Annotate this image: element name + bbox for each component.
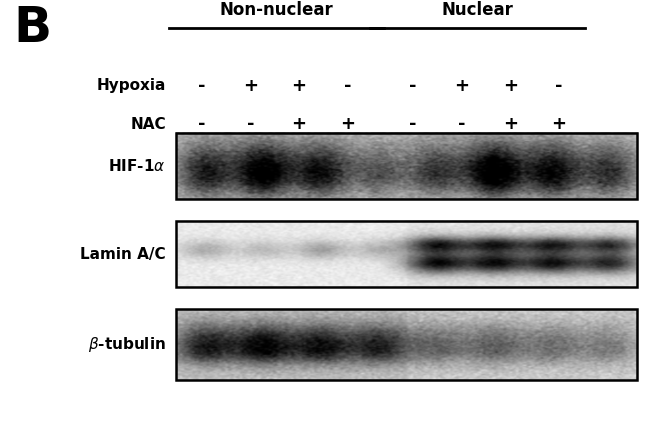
Text: B: B: [13, 4, 51, 52]
Text: -: -: [555, 77, 563, 95]
Text: -: -: [246, 115, 254, 133]
Text: -: -: [198, 115, 205, 133]
Text: +: +: [242, 77, 258, 95]
Text: +: +: [502, 77, 518, 95]
Text: +: +: [551, 115, 567, 133]
Text: Non-nuclear: Non-nuclear: [220, 1, 333, 19]
Text: -: -: [409, 115, 417, 133]
Text: +: +: [291, 77, 307, 95]
Text: Nuclear: Nuclear: [442, 1, 514, 19]
Bar: [176, 221, 637, 287]
Text: Lamin A/C: Lamin A/C: [80, 247, 166, 262]
Text: +: +: [291, 115, 307, 133]
Text: +: +: [502, 115, 518, 133]
Text: -: -: [458, 115, 465, 133]
Text: -: -: [344, 77, 352, 95]
Text: HIF-1$\alpha$: HIF-1$\alpha$: [108, 158, 166, 174]
Text: -: -: [409, 77, 417, 95]
Text: -: -: [198, 77, 205, 95]
Text: NAC: NAC: [130, 117, 166, 132]
Bar: [176, 309, 637, 380]
Text: +: +: [340, 115, 356, 133]
Bar: [176, 133, 637, 199]
Text: +: +: [454, 77, 469, 95]
Text: $\beta$-tubulin: $\beta$-tubulin: [88, 335, 166, 354]
Text: Hypoxia: Hypoxia: [96, 79, 166, 93]
